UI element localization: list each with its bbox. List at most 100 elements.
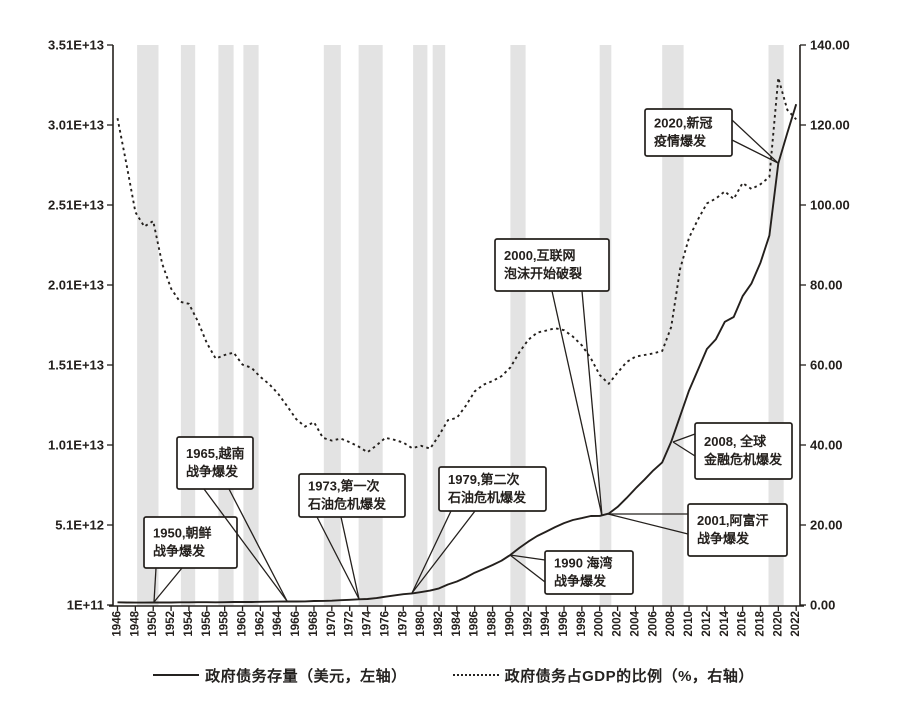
- annotation-leader-line: [731, 139, 779, 164]
- annotation-leader-line: [153, 567, 183, 603]
- x-axis-tick-label: 2006: [647, 611, 659, 637]
- x-axis-tick-label: 1964: [272, 610, 284, 636]
- annotation-box: [143, 516, 238, 569]
- x-axis-tick-label: 2018: [755, 610, 767, 636]
- annotation-text-line1: 1973,第一次: [308, 479, 380, 494]
- x-axis-tick-label: 1984: [451, 610, 463, 636]
- right-axis-tick-label: 0.00: [810, 598, 835, 613]
- annotation-text-line1: 1950,朝鲜: [153, 526, 212, 541]
- x-axis-tick-label: 1956: [201, 611, 213, 637]
- recession-band: [358, 45, 383, 606]
- annotation-leader-line: [411, 510, 476, 594]
- right-axis-tick-label: 20.00: [810, 518, 843, 533]
- x-axis-tick-label: 2014: [719, 610, 731, 636]
- annotation-box: [694, 422, 793, 480]
- left-axis-tick-label: 2.01E+13: [48, 278, 104, 293]
- annotation-text-line1: 1965,越南: [186, 446, 245, 461]
- annotation-box: [687, 503, 788, 557]
- debt-stock-line: [117, 103, 798, 604]
- x-axis-tick-label: 1994: [540, 610, 552, 636]
- annotation-text-line2: 疫情爆发: [654, 134, 707, 149]
- x-axis-tick-label: 1990: [504, 611, 516, 637]
- left-axis-tick-label: 3.01E+13: [48, 118, 104, 133]
- recession-band: [662, 45, 684, 606]
- annotation-box: [494, 238, 610, 292]
- annotation-leader-line: [581, 290, 603, 517]
- annotation-leader-line: [203, 488, 288, 602]
- recession-band: [432, 45, 446, 606]
- annotation-text-line2: 战争爆发: [554, 574, 607, 589]
- recession-band: [137, 45, 159, 606]
- x-axis-tick-label: 2008: [665, 610, 677, 636]
- x-axis-tick-label: 1978: [397, 610, 409, 636]
- annotation-leader-line: [607, 513, 689, 535]
- x-axis-tick-label: 2000: [594, 611, 606, 637]
- annotation-leader-line: [316, 516, 360, 600]
- annotation-text-line2: 石油危机爆发: [447, 490, 527, 505]
- x-axis-tick-label: 2016: [737, 611, 749, 637]
- debt-gdp-ratio-line: [116, 76, 797, 454]
- annotation-text-line1: 2008, 全球: [704, 434, 767, 449]
- annotation-text-line1: 1979,第二次: [448, 472, 520, 487]
- annotation-leader-line: [731, 119, 779, 164]
- recession-band: [323, 45, 341, 606]
- x-axis-tick-label: 1950: [147, 611, 159, 637]
- annotation-leader-line: [228, 488, 288, 602]
- annotation-text-line2: 战争爆发: [186, 464, 239, 479]
- annotation-text-line2: 泡沫开始破裂: [504, 266, 583, 281]
- x-axis-tick-label: 2002: [612, 611, 624, 637]
- x-axis-tick-label: 2012: [701, 611, 713, 637]
- annotation-text-line2: 金融危机爆发: [703, 452, 783, 467]
- right-axis-tick-label: 60.00: [810, 358, 843, 373]
- x-axis-tick-label: 1952: [165, 611, 177, 637]
- axis-ticks: [107, 44, 806, 611]
- x-axis-tick-label: 1974: [362, 610, 374, 636]
- right-axis-tick-label: 100.00: [810, 198, 850, 213]
- annotation-leader-line: [509, 554, 546, 561]
- x-axis-tick-label: 1954: [183, 610, 195, 636]
- dotted-line-sample-icon: [452, 674, 499, 676]
- right-axis-tick-label: 140.00: [810, 38, 850, 53]
- annotation-box: [544, 550, 634, 595]
- annotation-leader-line: [509, 554, 546, 583]
- x-axis-tick-label: 1946: [112, 611, 124, 637]
- annotation-box: [438, 466, 547, 512]
- left-axis-tick-label: 5.1E+12: [55, 518, 104, 533]
- left-axis-tick-label: 1.01E+13: [48, 438, 104, 453]
- x-axis-tick-label: 1958: [219, 610, 231, 636]
- x-axis-tick-label: 1960: [237, 611, 249, 637]
- annotation-text-line2: 石油危机爆发: [307, 497, 387, 512]
- annotation-box: [176, 436, 254, 490]
- x-axis-tick-label: 1986: [469, 611, 481, 637]
- annotation-leader-line: [551, 290, 603, 517]
- x-axis-tick-label: 2022: [790, 611, 802, 637]
- x-axis-tick-label: 1996: [558, 611, 570, 637]
- right-axis-tick-label: 120.00: [810, 118, 850, 133]
- annotation-text-line1: 1990 海湾: [554, 556, 613, 571]
- legend-item-debt-stock: 政府债务存量（美元，左轴）: [153, 665, 407, 686]
- annotation-leader-line: [672, 433, 696, 443]
- x-axis-tick-label: 1948: [129, 610, 141, 636]
- x-axis-tick-label: 1970: [326, 611, 338, 637]
- legend-label-debt-gdp-ratio: 政府债务占GDP的比例（%，右轴）: [504, 667, 754, 685]
- x-axis-tick-label: 1968: [308, 610, 320, 636]
- x-axis-tick-label: 2004: [630, 610, 642, 636]
- x-axis-tick-label: 1992: [522, 611, 534, 637]
- x-axis-tick-label: 2010: [683, 611, 695, 637]
- x-axis-tick-label: 1966: [290, 611, 302, 637]
- recession-band: [413, 45, 428, 606]
- axis-labels: 3.51E+13 3.01E+13 2.51E+13 2.01E+13 1.51E+13…: [48, 38, 850, 637]
- x-axis-tick-label: 1980: [415, 611, 427, 637]
- annotation-leader-line: [153, 567, 157, 603]
- legend-item-debt-gdp-ratio: 政府债务占GDP的比例（%，右轴）: [452, 665, 754, 686]
- annotation-leader-line: [672, 441, 696, 457]
